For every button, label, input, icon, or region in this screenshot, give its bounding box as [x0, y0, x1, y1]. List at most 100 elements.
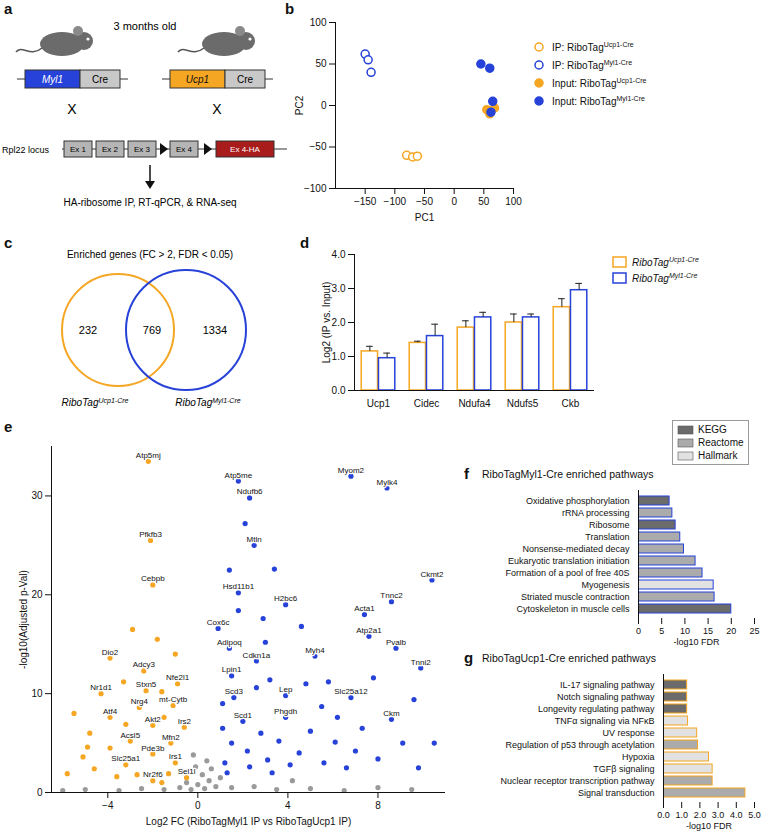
svg-text:Pde3b: Pde3b: [141, 744, 165, 753]
svg-text:232: 232: [79, 324, 97, 336]
svg-text:0: 0: [451, 196, 457, 207]
svg-text:Oxidative phosphorylation: Oxidative phosphorylation: [526, 496, 630, 506]
svg-text:Irs1: Irs1: [169, 752, 183, 761]
svg-text:Hsd11b1: Hsd11b1: [223, 582, 255, 591]
svg-text:X: X: [212, 101, 222, 117]
svg-text:Nfe2l1: Nfe2l1: [166, 673, 190, 682]
svg-text:-log10 FDR: -log10 FDR: [673, 637, 720, 647]
svg-text:−50: −50: [310, 141, 327, 152]
svg-text:−4: −4: [102, 800, 114, 811]
svg-text:Nuclear receptor transcription: Nuclear receptor transcription pathway: [500, 776, 655, 786]
svg-text:Log2 FC (RiboTagMyl1 IP vs Rib: Log2 FC (RiboTagMyl1 IP vs RiboTagUcp1 I…: [146, 816, 351, 827]
svg-text:3.0: 3.0: [712, 810, 725, 820]
svg-text:100: 100: [310, 17, 327, 28]
svg-text:0: 0: [37, 787, 43, 798]
svg-text:50: 50: [478, 196, 490, 207]
svg-text:Lep: Lep: [279, 685, 293, 694]
svg-text:−150: −150: [354, 196, 377, 207]
svg-text:3 months old: 3 months old: [114, 20, 177, 32]
svg-text:Adcy3: Adcy3: [133, 660, 156, 669]
svg-text:Ucp1: Ucp1: [367, 398, 391, 409]
svg-text:Acsl5: Acsl5: [121, 731, 141, 740]
svg-text:Slc25a12: Slc25a12: [334, 687, 368, 696]
svg-text:Sel1l: Sel1l: [178, 767, 196, 776]
svg-text:Irs2: Irs2: [178, 717, 192, 726]
svg-text:5.0: 5.0: [748, 810, 761, 820]
svg-text:10: 10: [31, 688, 43, 699]
svg-text:Ex 1: Ex 1: [70, 145, 87, 154]
svg-text:Ckmt2: Ckmt2: [420, 570, 444, 579]
svg-text:Myl1: Myl1: [42, 74, 63, 85]
svg-text:Log2 (IP vs. Input): Log2 (IP vs. Input): [321, 282, 332, 364]
svg-text:25: 25: [749, 626, 759, 636]
svg-text:Scd1: Scd1: [234, 711, 253, 720]
svg-text:Cre: Cre: [237, 74, 254, 85]
svg-text:Regulation of p53 through acet: Regulation of p53 through acetylation: [505, 740, 654, 750]
svg-text:30: 30: [31, 490, 43, 501]
svg-text:Longevity regulating pathway: Longevity regulating pathway: [538, 704, 655, 714]
svg-text:0: 0: [195, 800, 201, 811]
svg-text:PC2: PC2: [294, 95, 305, 115]
svg-text:Lpin1: Lpin1: [222, 665, 242, 674]
svg-text:4.0: 4.0: [730, 810, 743, 820]
svg-text:Formation of a pool of free 40: Formation of a pool of free 40S: [505, 568, 629, 578]
svg-text:Notch signaling pathway: Notch signaling pathway: [557, 692, 655, 702]
svg-text:Atp2a1: Atp2a1: [356, 626, 382, 635]
svg-text:100: 100: [505, 196, 522, 207]
svg-text:H2bc6: H2bc6: [274, 594, 298, 603]
svg-text:1.0: 1.0: [675, 810, 688, 820]
svg-text:Slc25a1: Slc25a1: [111, 754, 140, 763]
svg-text:Atp5me: Atp5me: [225, 471, 253, 480]
svg-text:-log10 FDR: -log10 FDR: [686, 821, 733, 831]
svg-text:5: 5: [659, 626, 664, 636]
svg-text:PC1: PC1: [415, 212, 435, 223]
svg-text:Mtln: Mtln: [247, 535, 262, 544]
svg-text:Nrg4: Nrg4: [131, 697, 149, 706]
svg-text:Cytoskeleton in muscle cells: Cytoskeleton in muscle cells: [516, 604, 630, 614]
svg-text:mt-Cytb: mt-Cytb: [159, 695, 188, 704]
svg-text:X: X: [67, 101, 77, 117]
svg-text:Ribosome: Ribosome: [589, 520, 630, 530]
svg-text:TGFβ signaling: TGFβ signaling: [593, 764, 654, 774]
svg-text:TNFα signaling via NFκB: TNFα signaling via NFκB: [555, 716, 655, 726]
svg-text:1.0: 1.0: [332, 351, 346, 362]
svg-text:Ex 4: Ex 4: [176, 145, 193, 154]
svg-text:Cebpb: Cebpb: [141, 574, 165, 583]
svg-text:0.0: 0.0: [332, 385, 346, 396]
svg-text:Dio2: Dio2: [102, 648, 119, 657]
svg-text:3.0: 3.0: [332, 283, 346, 294]
svg-text:Ucp1: Ucp1: [186, 74, 209, 85]
svg-text:1334: 1334: [203, 324, 227, 336]
svg-text:0: 0: [321, 100, 327, 111]
svg-text:15: 15: [703, 626, 713, 636]
svg-text:HA-ribosome IP, RT-qPCR, & RNA: HA-ribosome IP, RT-qPCR, & RNA-seq: [63, 197, 236, 208]
svg-text:Stxn5: Stxn5: [136, 680, 157, 689]
svg-text:Akt2: Akt2: [145, 715, 162, 724]
svg-text:Adipoq: Adipoq: [217, 638, 242, 647]
svg-text:−100: −100: [384, 196, 407, 207]
svg-text:Ex 2: Ex 2: [102, 145, 119, 154]
svg-text:Ckb: Ckb: [562, 398, 580, 409]
svg-text:Atf4: Atf4: [103, 707, 118, 716]
svg-text:0: 0: [636, 626, 641, 636]
svg-text:2.0: 2.0: [694, 810, 707, 820]
svg-text:10: 10: [680, 626, 690, 636]
svg-text:Cre: Cre: [92, 74, 109, 85]
svg-text:Tnni2: Tnni2: [411, 658, 432, 667]
svg-text:Cdkn1a: Cdkn1a: [243, 651, 271, 660]
svg-text:Nr1d1: Nr1d1: [90, 683, 112, 692]
svg-text:769: 769: [143, 324, 161, 336]
svg-text:Enriched genes (FC > 2, FDR <: Enriched genes (FC > 2, FDR < 0.05): [67, 249, 233, 260]
svg-text:Phgdh: Phgdh: [274, 707, 297, 716]
svg-text:Eukaryotic translation initiat: Eukaryotic translation initiation: [508, 556, 630, 566]
svg-text:2.0: 2.0: [332, 317, 346, 328]
svg-text:Hypoxia: Hypoxia: [622, 752, 655, 762]
svg-text:Ckm: Ckm: [383, 709, 400, 718]
svg-text:UV response: UV response: [602, 728, 654, 738]
svg-text:4: 4: [285, 800, 291, 811]
svg-text:Ex 3: Ex 3: [134, 145, 151, 154]
svg-text:IL-17 signaling pathway: IL-17 signaling pathway: [560, 680, 655, 690]
svg-text:rRNA processing: rRNA processing: [562, 508, 630, 518]
svg-text:Ndufa4: Ndufa4: [458, 398, 491, 409]
svg-text:−100: −100: [304, 183, 327, 194]
